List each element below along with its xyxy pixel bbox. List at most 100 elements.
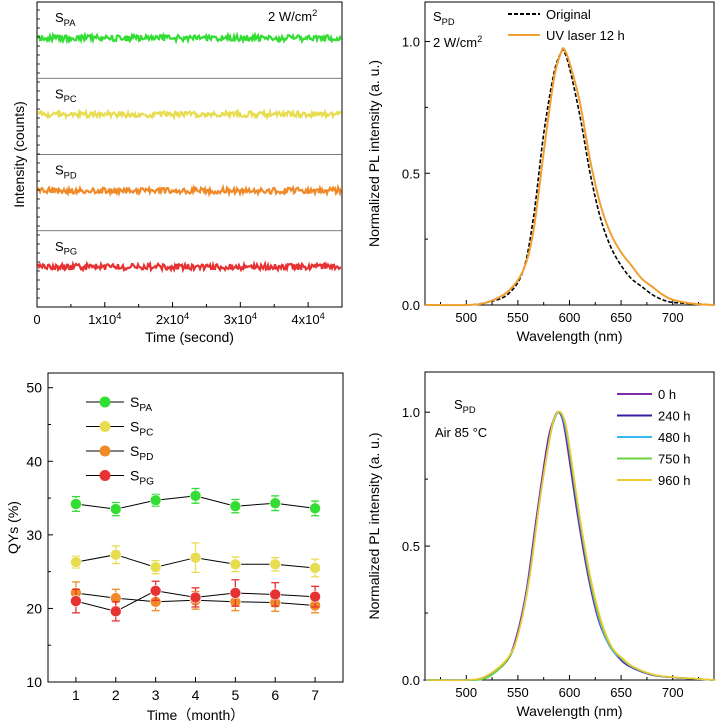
legend-label: UV laser 12 h	[546, 28, 625, 43]
y-tick-label: 50	[26, 380, 42, 396]
legend-label: 0 h	[658, 387, 676, 402]
legend-label: 480 h	[658, 430, 691, 445]
data-point-pc	[70, 556, 82, 568]
label-pd: SPD	[55, 163, 77, 181]
data-point-pa	[149, 494, 162, 507]
y-axis-label: Intensity (counts)	[11, 101, 27, 208]
y-tick-label: 0.0	[402, 298, 420, 313]
x-tick-label: 550	[507, 310, 529, 325]
y-tick-label: 40	[26, 453, 42, 469]
legend-label-pd-sub: PD	[139, 452, 153, 463]
series-line-1	[424, 47, 715, 307]
label-spd-main: S	[454, 397, 463, 412]
legend-label-pg-sub: PG	[139, 477, 154, 488]
data-point-pc	[269, 558, 282, 571]
label-pc-sub: PC	[64, 94, 77, 104]
legend-marker	[99, 396, 111, 408]
y-tick-label: 1.0	[402, 405, 420, 420]
label-spd-sub: PD	[463, 405, 476, 415]
legend-label-pd-main: S	[130, 443, 139, 459]
legend-label-pg: SPG	[130, 468, 154, 488]
trace-pa	[37, 31, 343, 45]
legend-label-pc: SPC	[130, 419, 153, 439]
y-tick-label: 0.5	[402, 539, 420, 554]
x-tick-label-sup: 4	[116, 311, 121, 321]
label-pd-sub: PD	[64, 170, 77, 180]
legend-label-pc-sub: PC	[139, 428, 153, 439]
x-tick-label: 2x104	[156, 311, 189, 327]
label-pa-sub: PA	[64, 18, 77, 28]
x-tick-label: 3x104	[224, 311, 257, 327]
trace-pg	[36, 260, 342, 274]
legend-label-pa-sub: PA	[139, 403, 152, 414]
x-tick-label: 700	[662, 310, 684, 325]
x-tick-label-sup: 4	[184, 311, 189, 321]
y-tick-label: 20	[26, 600, 42, 616]
x-tick-label: 600	[559, 310, 581, 325]
data-point-pa	[70, 498, 82, 510]
trace-pd	[36, 183, 343, 198]
legend-label: 750 h	[658, 452, 691, 467]
x-axis-label: Wavelength (nm)	[516, 328, 622, 344]
x-tick-label: 4	[192, 687, 200, 703]
x-tick-label: 550	[507, 685, 529, 700]
panel-c-frame	[47, 372, 344, 683]
y-axis-label: QYs (%)	[5, 501, 21, 554]
data-point-pg	[70, 595, 82, 607]
data-point-pa	[309, 502, 321, 515]
annotation-power-main: 2 W/cm	[268, 9, 312, 24]
annotation-power-main: 2 W/cm	[433, 35, 477, 50]
label-spd: SPD	[433, 9, 455, 27]
annotation-power: 2 W/cm2	[268, 8, 317, 24]
x-tick-label: 650	[610, 685, 632, 700]
legend-label-pd: SPD	[130, 443, 153, 463]
x-axis-label: Time（month）	[147, 707, 245, 723]
data-point-pc	[109, 548, 122, 561]
data-point-pg	[229, 587, 242, 599]
data-point-pa	[229, 500, 242, 512]
series-line-0	[424, 48, 715, 306]
data-point-pc	[229, 558, 242, 571]
x-tick-label: 1	[72, 687, 80, 703]
x-tick-label: 2	[112, 687, 120, 703]
y-tick-label: 10	[26, 674, 42, 690]
data-point-pa	[109, 503, 122, 515]
label-pg: SPG	[55, 239, 77, 257]
label-pa: SPA	[55, 10, 76, 28]
x-tick-label: 700	[662, 685, 684, 700]
label-pc-main: S	[55, 86, 64, 101]
y-tick-label: 0.0	[402, 673, 420, 688]
x-tick-label-main: 4x10	[291, 312, 319, 327]
x-tick-label: 0	[33, 312, 40, 327]
label-pc: SPC	[55, 86, 77, 104]
data-point-pc	[309, 562, 321, 574]
data-point-pg	[189, 591, 202, 604]
label-spd: SPD	[454, 397, 476, 415]
legend-marker	[99, 470, 111, 481]
x-tick-label: 650	[610, 310, 632, 325]
label-pa-main: S	[55, 10, 64, 25]
legend-label-pc-main: S	[130, 419, 139, 435]
y-axis-label: Normalized PL intensity (a. u.)	[366, 60, 382, 247]
y-tick-label: 0.5	[402, 166, 420, 181]
annotation-condition: Air 85 °C	[435, 425, 487, 440]
data-point-pc	[189, 551, 202, 564]
legend-label: Original	[546, 7, 591, 22]
label-pg-sub: PG	[64, 247, 78, 257]
label-pd-main: S	[55, 163, 64, 178]
label-pg-main: S	[55, 239, 64, 254]
panel-b-chart: 500 550 600 650 700 0.0 0.5 1.0 Wavelength (nm) N…	[366, 1, 715, 344]
x-tick-label: 3	[152, 687, 160, 703]
y-tick-label: 30	[26, 527, 42, 543]
legend-marker	[99, 421, 111, 432]
annotation-power-sup: 2	[312, 8, 317, 18]
legend-label: 240 h	[658, 409, 691, 424]
x-tick-label-sup: 4	[320, 311, 325, 321]
label-spd-main: S	[433, 9, 442, 24]
x-tick-label-main: 2x10	[156, 312, 184, 327]
x-tick-label: 500	[455, 310, 477, 325]
data-point-pa	[269, 497, 282, 510]
data-point-pg	[109, 605, 122, 618]
